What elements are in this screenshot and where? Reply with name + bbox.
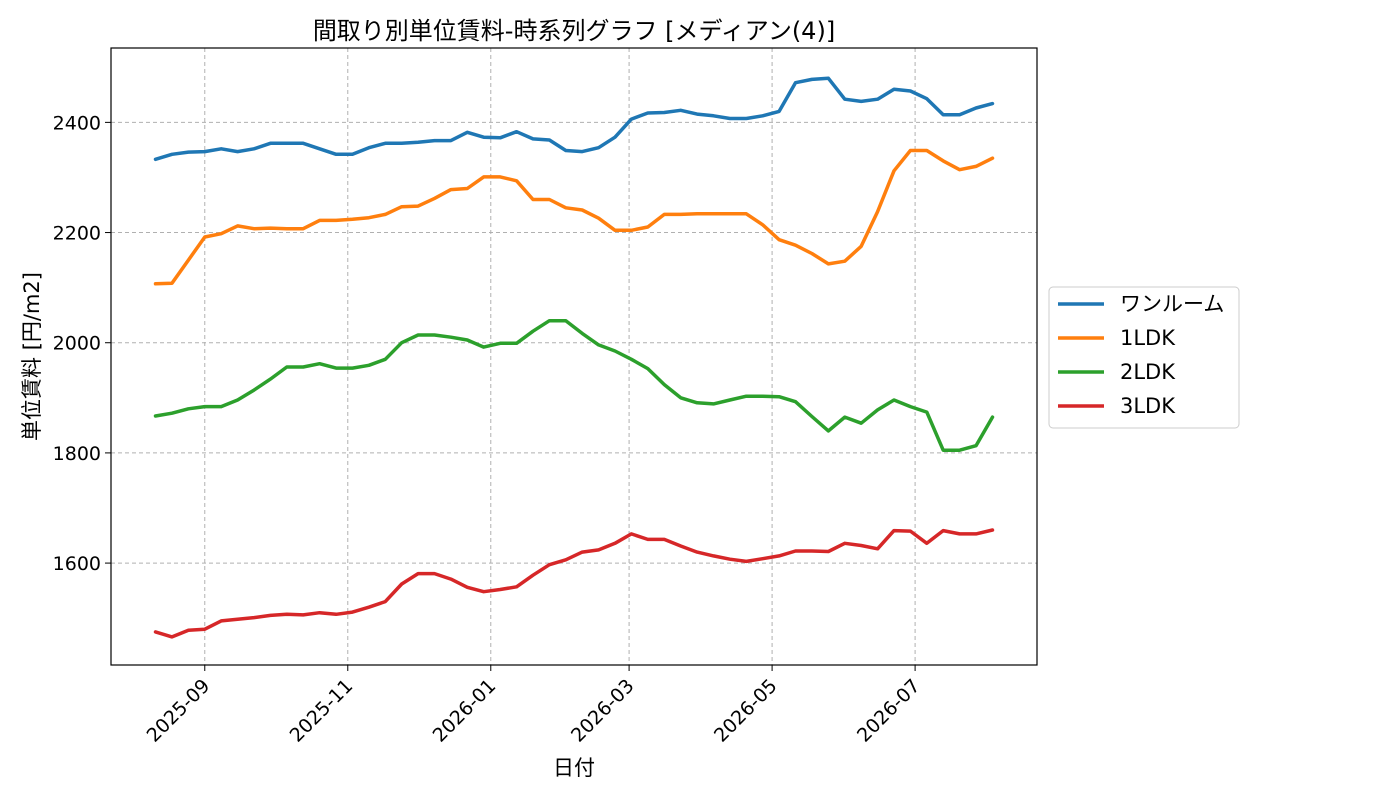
plot-area xyxy=(110,47,1038,666)
legend-label: 2LDK xyxy=(1120,360,1176,384)
y-tick-label: 1600 xyxy=(53,553,101,575)
legend-label: 3LDK xyxy=(1120,394,1176,418)
x-tick-label: 2026-07 xyxy=(853,675,925,747)
legend-label: 1LDK xyxy=(1120,326,1176,350)
series-line-4 xyxy=(153,528,995,639)
y-tick-label: 2000 xyxy=(53,333,101,355)
grid xyxy=(111,48,1037,665)
x-tick-label: 2026-01 xyxy=(429,675,501,747)
x-tick-label: 2026-05 xyxy=(710,675,782,747)
x-axis-label: 日付 xyxy=(553,756,595,780)
legend-box xyxy=(1048,286,1240,429)
x-tick-label: 2025-11 xyxy=(286,675,358,747)
series-line-3 xyxy=(153,318,995,452)
y-axis-ticks: 1600 1800 2000 2200 2400 xyxy=(53,112,111,575)
y-tick-label: 2200 xyxy=(53,223,101,245)
chart-title: 間取り別単位賃料-時系列グラフ [メディアン(4)] xyxy=(313,17,835,45)
x-axis-ticks: 2025-09 2025-11 2026-01 2026-03 2026-05 2026-… xyxy=(143,665,925,747)
y-tick-label: 1800 xyxy=(53,443,101,465)
series-lines xyxy=(153,76,995,639)
y-axis-label: 単位賃料 [円/m2] xyxy=(20,272,44,441)
y-tick-label: 2400 xyxy=(53,112,101,134)
x-tick-label: 2025-09 xyxy=(143,675,215,747)
legend: ワンルーム 1LDK 2LDK 3LDK xyxy=(1048,286,1240,429)
legend-label: ワンルーム xyxy=(1120,292,1224,316)
series-line-1 xyxy=(153,76,995,162)
series-line-2 xyxy=(153,148,995,286)
x-tick-label: 2026-03 xyxy=(567,675,639,747)
